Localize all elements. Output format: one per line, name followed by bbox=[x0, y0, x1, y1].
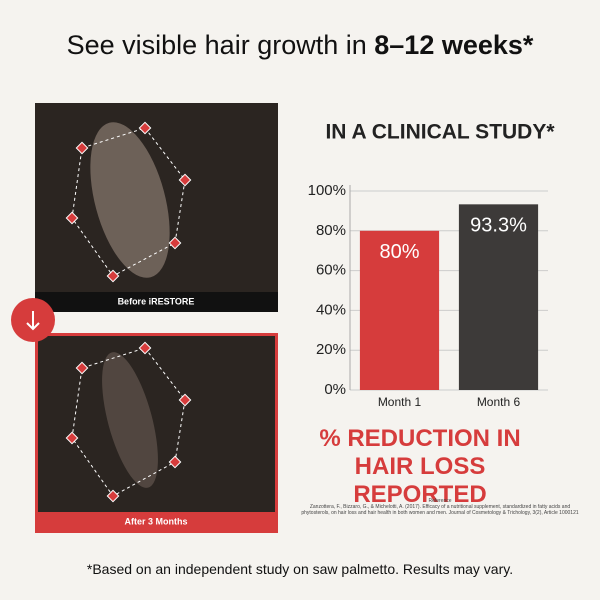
x-axis-label: % REDUCTION IN HAIR LOSS REPORTED bbox=[319, 425, 521, 508]
y-tick-label: 100% bbox=[308, 182, 346, 199]
x-tick-label: Month 6 bbox=[477, 395, 521, 409]
y-tick-label: 20% bbox=[316, 341, 346, 358]
y-tick-label: 80% bbox=[316, 222, 346, 239]
chart: 0% 20% 40% 60% 80% 100% 80% Month 1 93.3% Month 6 bbox=[308, 182, 548, 409]
caption-before: Before iRESTORE bbox=[118, 296, 195, 306]
bar bbox=[458, 204, 539, 390]
headline: See visible hair growth in 8–12 weeks* bbox=[0, 30, 600, 61]
scalp bbox=[102, 352, 158, 488]
y-tick-label: 0% bbox=[324, 381, 346, 398]
reference-text: Zanzottera, F., Bizzaro, G., & Michelott… bbox=[301, 504, 579, 516]
x-tick-label: Month 1 bbox=[378, 395, 422, 409]
caption-after: After 3 Months bbox=[125, 516, 188, 526]
bar bbox=[359, 230, 440, 390]
headline-text: See visible hair growth in bbox=[66, 30, 367, 60]
scalp bbox=[90, 122, 170, 278]
arrow bbox=[26, 311, 40, 331]
reference: Reference Zanzottera, F., Bizzaro, G., &… bbox=[300, 498, 580, 516]
y-tick-label: 60% bbox=[316, 262, 346, 279]
headline-emphasis: 8–12 weeks* bbox=[374, 30, 534, 60]
chart-title: IN A CLINICAL STUDY* bbox=[325, 121, 555, 144]
reference-heading: Reference bbox=[428, 498, 452, 504]
caption-bar bbox=[35, 292, 278, 312]
footnote: *Based on an independent study on saw pa… bbox=[86, 561, 514, 577]
value-label: 80% bbox=[379, 241, 419, 263]
markers bbox=[65, 121, 192, 283]
y-tick-label: 40% bbox=[316, 301, 346, 318]
markers bbox=[65, 341, 192, 503]
photo-after bbox=[38, 336, 275, 512]
value-label: 93.3% bbox=[470, 215, 527, 237]
